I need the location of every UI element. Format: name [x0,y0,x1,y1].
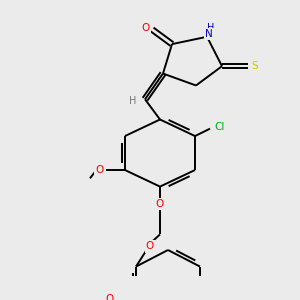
Text: O: O [142,23,150,34]
Text: O: O [146,241,154,251]
Text: Cl: Cl [215,122,225,132]
Text: O: O [156,199,164,209]
Text: H: H [129,96,137,106]
Text: S: S [252,61,258,71]
Text: N: N [205,29,213,39]
Text: O: O [95,165,103,175]
Text: O: O [105,294,113,300]
Text: H: H [207,22,215,33]
